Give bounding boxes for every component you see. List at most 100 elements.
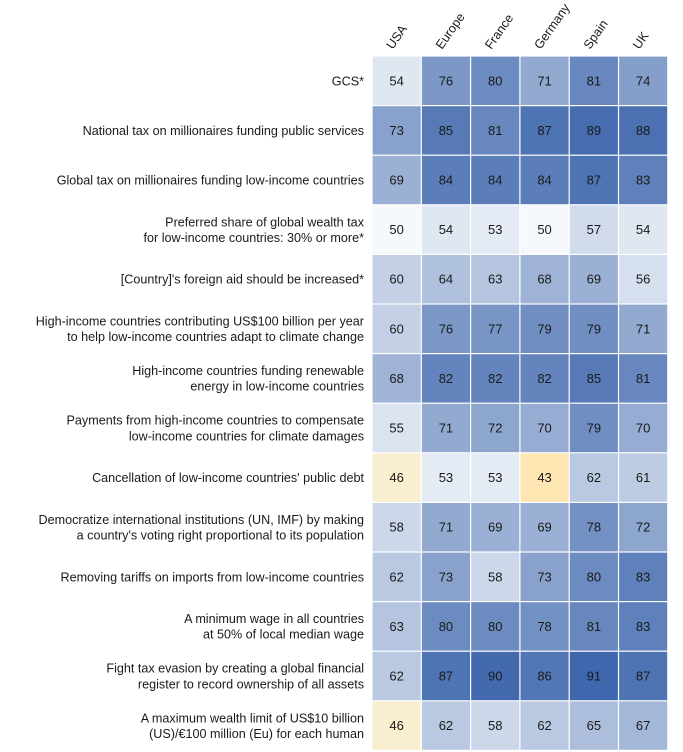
cell-value-label: 87 xyxy=(587,173,601,188)
heatmap-cell xyxy=(471,56,520,105)
cell-value-label: 60 xyxy=(389,321,403,336)
heatmap-cell xyxy=(372,651,421,701)
heatmap-cell xyxy=(421,255,470,304)
row-label: National tax on millionaires funding pub… xyxy=(83,124,364,138)
cell-value-label: 85 xyxy=(439,123,453,138)
heatmap-cell xyxy=(372,205,421,254)
cell-value-label: 89 xyxy=(587,123,601,138)
heatmap-cell xyxy=(619,155,668,205)
heatmap-cell xyxy=(619,205,668,254)
cell-value-label: 88 xyxy=(636,123,650,138)
cell-value-label: 76 xyxy=(439,73,453,88)
cell-value-label: 62 xyxy=(587,470,601,485)
heatmap-cell xyxy=(471,403,520,453)
heatmap-cell xyxy=(471,651,520,701)
cell-value-label: 83 xyxy=(636,569,650,584)
heatmap-cell xyxy=(372,701,421,750)
row-label: at 50% of local median wage xyxy=(203,628,364,642)
heatmap-cell xyxy=(421,205,470,254)
cell-value-label: 46 xyxy=(389,718,403,733)
heatmap-cell xyxy=(619,56,668,105)
heatmap-cell xyxy=(471,602,520,651)
cell-value-label: 72 xyxy=(636,520,650,535)
heatmap-cell xyxy=(569,503,618,552)
heatmap-cell xyxy=(520,56,569,105)
heatmap-cell xyxy=(520,106,569,155)
heatmap-cell xyxy=(372,56,421,105)
row-label: Fight tax evasion by creating a global f… xyxy=(106,662,364,676)
cell-value-label: 87 xyxy=(439,669,453,684)
heatmap-cell xyxy=(520,304,569,353)
cell-value-label: 46 xyxy=(389,470,403,485)
cell-value-label: 73 xyxy=(537,569,551,584)
cell-value-label: 80 xyxy=(488,73,502,88)
heatmap-cell xyxy=(421,155,470,205)
row-label: Preferred share of global wealth tax xyxy=(165,215,365,229)
cell-value-label: 54 xyxy=(439,222,453,237)
heatmap-cell xyxy=(619,602,668,651)
cell-value-label: 76 xyxy=(439,321,453,336)
cell-value-label: 53 xyxy=(439,470,453,485)
heatmap-cell xyxy=(619,255,668,304)
cell-value-label: 71 xyxy=(439,520,453,535)
column-header-germany: Germany xyxy=(532,1,574,52)
heatmap-cell xyxy=(619,106,668,155)
cell-value-label: 50 xyxy=(537,222,551,237)
heatmap-cell xyxy=(569,651,618,701)
row-label: A minimum wage in all countries xyxy=(184,612,364,626)
heatmap-cell xyxy=(619,403,668,453)
heatmap-cell xyxy=(421,651,470,701)
row-label: High-income countries contributing US$10… xyxy=(36,315,364,329)
cell-value-label: 81 xyxy=(587,73,601,88)
heatmap-cell xyxy=(421,602,470,651)
heatmap-cell xyxy=(520,155,569,205)
heatmap-cell xyxy=(471,354,520,403)
cell-value-label: 81 xyxy=(488,123,502,138)
heatmap-cell xyxy=(421,503,470,552)
cell-value-label: 62 xyxy=(439,718,453,733)
heatmap-cell xyxy=(520,602,569,651)
cell-value-label: 82 xyxy=(488,371,502,386)
heatmap-cell xyxy=(471,552,520,601)
row-label: (US)/€100 million (Eu) for each human xyxy=(149,727,364,741)
column-header-europe: Europe xyxy=(433,10,468,51)
row-label: Removing tariffs on imports from low-inc… xyxy=(60,570,364,584)
cell-value-label: 68 xyxy=(389,371,403,386)
cell-value-label: 79 xyxy=(537,321,551,336)
cell-value-label: 80 xyxy=(488,619,502,634)
cell-value-label: 53 xyxy=(488,222,502,237)
heatmap-cell xyxy=(421,701,470,750)
heatmap-cell xyxy=(619,453,668,502)
cell-value-label: 78 xyxy=(537,619,551,634)
cell-value-label: 82 xyxy=(439,371,453,386)
heatmap-cell xyxy=(372,552,421,601)
cell-value-label: 68 xyxy=(537,272,551,287)
heatmap-cell xyxy=(421,56,470,105)
cell-value-label: 70 xyxy=(636,421,650,436)
heatmap-cell xyxy=(569,453,618,502)
heatmap-cell xyxy=(471,255,520,304)
heatmap-cell xyxy=(421,304,470,353)
cell-value-label: 55 xyxy=(389,421,403,436)
cell-value-label: 79 xyxy=(587,421,601,436)
cell-value-label: 73 xyxy=(439,569,453,584)
cell-value-label: 67 xyxy=(636,718,650,733)
cell-value-label: 43 xyxy=(537,470,551,485)
heatmap-cell xyxy=(520,651,569,701)
row-label: Payments from high-income countries to c… xyxy=(67,414,365,428)
cell-value-label: 79 xyxy=(587,321,601,336)
heatmap-cell xyxy=(569,701,618,750)
cell-value-label: 71 xyxy=(537,73,551,88)
heatmap-cell xyxy=(619,552,668,601)
heatmap-cell xyxy=(471,106,520,155)
column-header-usa: USA xyxy=(384,22,411,52)
row-label: GCS* xyxy=(332,74,364,88)
row-label: for low-income countries: 30% or more* xyxy=(144,231,365,245)
row-label: Cancellation of low-income countries' pu… xyxy=(92,471,364,485)
cell-value-label: 84 xyxy=(537,173,551,188)
row-label: register to record ownership of all asse… xyxy=(138,677,364,691)
heatmap-cell xyxy=(520,701,569,750)
cell-value-label: 86 xyxy=(537,669,551,684)
cell-value-label: 83 xyxy=(636,619,650,634)
heatmap-cell xyxy=(372,403,421,453)
